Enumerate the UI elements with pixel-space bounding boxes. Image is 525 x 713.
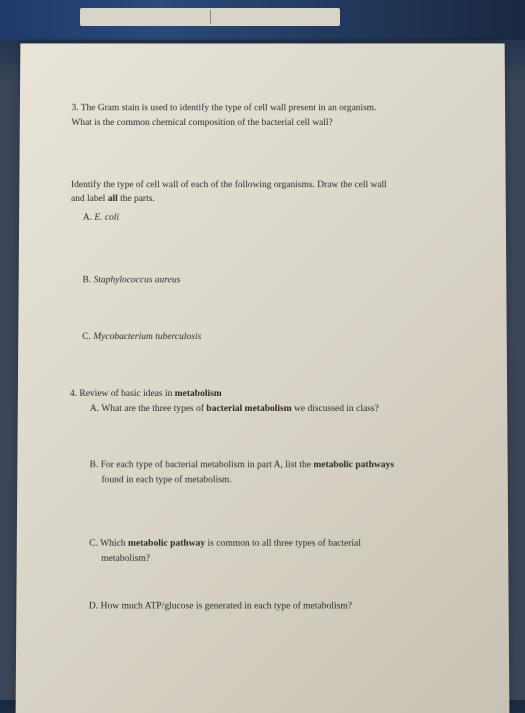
q3-identify-line2: and label all the parts. — [71, 194, 458, 207]
q3-option-b: B. Staphylococcus aureus — [70, 274, 458, 287]
q3-line2: What is the common chemical composition … — [71, 117, 457, 130]
q3-line1: 3. The Gram stain is used to identify th… — [71, 102, 457, 115]
text-fragment: and label — [71, 195, 108, 205]
q3-option-c: C. Mycobacterium tuberculosis — [70, 331, 459, 344]
option-label: B. — [82, 275, 91, 285]
bold-text: metabolic pathways — [313, 460, 394, 470]
organism-name: E. coli — [94, 213, 119, 223]
q4-option-c-line2: metabolism? — [69, 553, 460, 566]
bold-text: all — [108, 195, 118, 205]
q3-identify-line1: Identify the type of cell wall of each o… — [71, 179, 458, 192]
q3-option-a: A. E. coli — [71, 212, 458, 225]
q4-option-d: D. How much ATP/glucose is generated in … — [69, 600, 461, 613]
organism-name: Mycobacterium tuberculosis — [93, 332, 201, 342]
text-fragment: A. What are the three types of — [90, 404, 207, 414]
text-fragment: we discussed in class? — [292, 404, 379, 414]
q4-title: 4. Review of basic ideas in metabolism — [70, 388, 459, 401]
worksheet-page: 3. The Gram stain is used to identify th… — [16, 43, 510, 713]
q4-option-c-line1: C. Which metabolic pathway is common to … — [69, 538, 460, 551]
text-fragment: B. For each type of bacterial metabolism… — [90, 460, 314, 470]
bold-text: metabolic pathway — [128, 539, 205, 549]
bold-text: metabolism — [175, 389, 222, 399]
paper-edge-strip — [80, 8, 340, 26]
organism-name: Staphylococcus aureus — [94, 275, 181, 285]
text-fragment: the parts. — [118, 195, 155, 205]
option-label: A. — [83, 213, 92, 223]
text-fragment: is common to all three types of bacteria… — [205, 539, 361, 549]
bold-text: bacterial metabolism — [206, 404, 291, 414]
text-fragment: 4. Review of basic ideas in — [70, 389, 175, 399]
q4-option-b-line1: B. For each type of bacterial metabolism… — [69, 459, 459, 472]
q4-option-a: A. What are the three types of bacterial… — [70, 403, 459, 416]
q4-option-b-line2: found in each type of metabolism. — [69, 474, 459, 487]
text-fragment: C. Which — [89, 539, 128, 549]
option-label: C. — [82, 332, 91, 342]
